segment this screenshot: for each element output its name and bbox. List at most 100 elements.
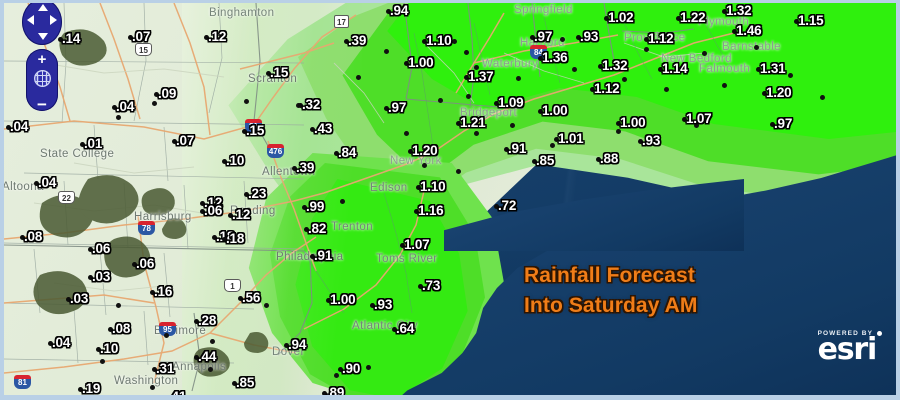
pan-down-icon[interactable]: [37, 33, 48, 40]
precip-value-text: .85: [536, 153, 555, 168]
precip-value-text: .07: [132, 29, 151, 44]
map-navigation-widget[interactable]: + −: [22, 3, 62, 114]
precip-point-marker: [722, 9, 727, 14]
city-label: Waterbury: [482, 58, 539, 70]
precip-point-marker: [386, 9, 391, 14]
precip-point-marker: [658, 67, 663, 72]
precip-value-text: 1.02: [608, 10, 634, 25]
city-label: Edison: [370, 182, 408, 194]
map-viewport[interactable]: Binghamton Scranton State College Altoona Ha…: [4, 3, 896, 395]
precip-point-marker: [128, 35, 133, 40]
zoom-in-button[interactable]: +: [37, 51, 47, 68]
precip-value-text: .41: [168, 389, 186, 395]
precip-value-text: .85: [236, 375, 255, 390]
precip-point-marker: [538, 56, 543, 61]
precip-value-text: 1.00: [542, 103, 568, 118]
station-dot: [572, 67, 577, 72]
station-dot: [334, 373, 339, 378]
city-label: Providence: [624, 32, 686, 44]
precip-point-marker: [576, 35, 581, 40]
precip-point-marker: [20, 235, 25, 240]
station-dot: [340, 199, 345, 204]
station-dot: [366, 365, 371, 370]
city-label: Springfield: [514, 4, 573, 16]
precip-value-text: .82: [308, 221, 327, 236]
precip-point-marker: [222, 237, 227, 242]
pan-control[interactable]: [22, 3, 62, 45]
city-label: Binghamton: [209, 7, 275, 19]
esri-logo: POWERED BY esri: [817, 330, 883, 368]
city-label: Philadelphia: [276, 251, 343, 263]
pan-left-icon[interactable]: [27, 15, 34, 25]
precip-value-text: .18: [216, 229, 234, 244]
precip-value-text: .06: [136, 256, 155, 271]
zoom-out-button[interactable]: −: [37, 95, 47, 114]
station-dot: [452, 39, 457, 44]
precip-value-text: .90: [342, 361, 361, 376]
precip-value-text: .93: [374, 297, 393, 312]
highway-shield: 22: [58, 191, 75, 204]
precip-point-marker: [554, 137, 559, 142]
station-dot: [474, 131, 479, 136]
precip-point-marker: [310, 127, 315, 132]
station-dot: [466, 94, 471, 99]
title-line-1: Rainfall Forecast: [524, 264, 695, 287]
pan-right-icon[interactable]: [50, 15, 57, 25]
precip-value-text: .04: [116, 99, 135, 114]
precip-value-text: 1.12: [648, 31, 674, 46]
precip-value-text: .91: [508, 141, 527, 156]
precip-value-text: .12: [204, 195, 223, 210]
map-title-overlay: Rainfall Forecast Into Saturday AM: [524, 261, 698, 321]
station-dot: [616, 129, 621, 134]
station-dot: [210, 339, 215, 344]
highway-shield: 84: [530, 45, 547, 59]
precip-value-text: .73: [422, 278, 441, 293]
highway-shield: 78: [138, 221, 155, 235]
esri-wordmark: esri: [817, 332, 878, 368]
precip-point-marker: [200, 201, 205, 206]
precip-value-text: 1.37: [468, 69, 494, 84]
precip-value-text: .23: [248, 186, 267, 201]
pan-up-icon[interactable]: [37, 4, 48, 11]
precip-value-text: .93: [642, 133, 661, 148]
highway-shield: 15: [135, 43, 152, 56]
precip-value-text: .10: [226, 153, 245, 168]
precip-value-text: .09: [158, 86, 177, 101]
precip-point-marker: [384, 106, 389, 111]
globe-icon[interactable]: [33, 70, 51, 87]
city-label: Reading: [230, 205, 276, 217]
precip-point-marker: [756, 67, 761, 72]
precip-value-text: .31: [156, 361, 175, 376]
precip-value-text: .88: [600, 151, 619, 166]
precip-point-marker: [108, 327, 113, 332]
precip-value-text: .32: [302, 97, 321, 112]
precip-point-marker: [304, 227, 309, 232]
precip-value-text: 1.00: [620, 115, 646, 130]
city-label: New York: [390, 155, 442, 167]
precip-value-text: .06: [92, 241, 111, 256]
precip-point-marker: [322, 391, 327, 395]
precip-value-text: .89: [326, 385, 345, 395]
zoom-control[interactable]: + −: [26, 49, 58, 114]
precip-value-text: .15: [246, 123, 265, 138]
precip-point-marker: [150, 290, 155, 295]
precip-value-text: 1.20: [412, 143, 438, 158]
highway-shield: 476: [267, 144, 284, 158]
precip-point-marker: [242, 129, 247, 134]
city-label: Bridgeport: [460, 107, 518, 119]
precip-point-marker: [732, 29, 737, 34]
highway-shield: 17: [334, 15, 349, 28]
city-label: Scranton: [248, 73, 298, 85]
precip-value-text: .97: [388, 100, 407, 115]
precip-value-text: .39: [296, 160, 315, 175]
precip-value-text: .08: [112, 321, 131, 336]
precip-point-marker: [596, 157, 601, 162]
precip-value-text: 1.09: [498, 95, 524, 110]
station-dot: [422, 163, 427, 168]
precip-point-marker: [418, 284, 423, 289]
precip-value-text: 1.00: [330, 292, 356, 307]
precip-value-text: .84: [338, 145, 357, 160]
precip-value-text: .19: [82, 381, 101, 395]
highway-shield: 81: [14, 375, 31, 389]
